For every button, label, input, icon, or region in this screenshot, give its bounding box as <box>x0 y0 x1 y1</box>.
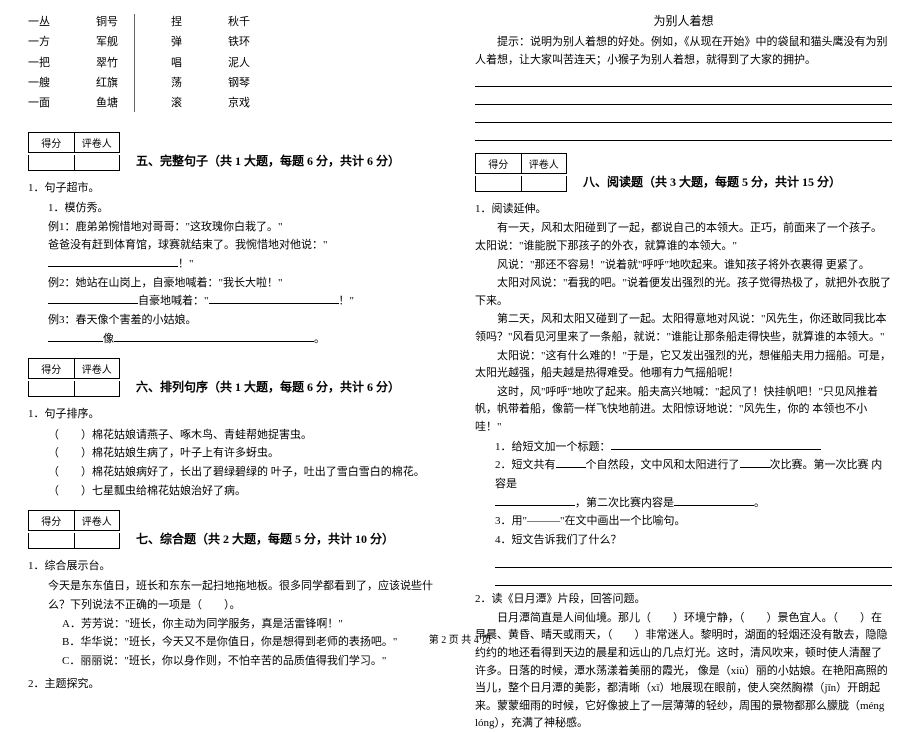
cell: 唱 <box>171 53 182 73</box>
cell: 鱼塘 <box>96 93 118 113</box>
score-box: 得分评卷人 <box>28 132 120 153</box>
cell: 秋千 <box>228 12 250 32</box>
subq: 1．给短文加一个标题： <box>495 438 892 457</box>
score-label: 得分 <box>29 359 75 378</box>
cell: 一艘 <box>28 73 50 93</box>
score-box: 得分评卷人 <box>475 153 567 174</box>
passage: 太阳对风说："看我的吧。"说着便发出强烈的光。孩子觉得热极了，就把外衣脱了下来。 <box>475 275 892 310</box>
passage: 这时，风"呼呼"地吹了起来。船夫高兴地喊："起风了！快挂帆吧！"只见风推着帆，帆… <box>475 384 892 437</box>
match-table: 一丛一方一把一艘一面 铜号军舰翠竹红旗鱼塘 捏弹唱荡滚 秋千铁环泥人钢琴京戏 <box>28 12 445 114</box>
question-num: 1．句子超市。 <box>28 179 445 197</box>
order-item: （ ）棉花姑娘生病了，叶子上有许多蚜虫。 <box>48 444 445 463</box>
example-line: 例1：鹿弟弟惋惜地对哥哥："这玫瑰你白栽了。" <box>48 218 445 237</box>
passage: 日月潭简直是人间仙境。那儿（ ）环境宁静，（ ）景色宜人。（ ）在早晨、黄昏、晴… <box>475 610 892 733</box>
subq: 2．短文共有个自然段，文中风和太阳进行了次比赛。第一次比赛 内容是 <box>495 456 892 493</box>
section-6: 得分评卷人 六、排列句序（共 1 大题，每题 6 分，共计 6 分） 1．句子排… <box>28 352 445 500</box>
cell: 弹 <box>171 32 182 52</box>
cell: 一把 <box>28 53 50 73</box>
order-item: （ ）棉花姑娘病好了，长出了碧绿碧绿的 叶子，吐出了雪白雪白的棉花。 <box>48 463 445 482</box>
section-title: 六、排列句序（共 1 大题，每题 6 分，共计 6 分） <box>136 378 400 395</box>
section-7: 得分评卷人 七、综合题（共 2 大题，每题 5 分，共计 10 分） 1．综合展… <box>28 504 445 693</box>
fill-line: 爸爸没有赶到体育馆，球赛就结束了。我惋惜地对他说："！" <box>48 236 445 273</box>
page-footer: 第 2 页 共 4 页 <box>0 631 920 646</box>
section-title: 五、完整句子（共 1 大题，每题 6 分，共计 6 分） <box>136 152 400 169</box>
divider <box>134 14 135 112</box>
right-column: 为别人着想 提示：说明为别人着想的好处。例如，《从现在开始》中的袋鼠和猫头鹰没有… <box>475 12 892 622</box>
write-line <box>475 127 892 141</box>
cell: 泥人 <box>228 53 250 73</box>
write-line <box>495 572 892 586</box>
option-c: C．丽丽说："班长，你以身作则，不怕辛苦的品质值得我们学习。" <box>62 652 445 671</box>
cell: 军舰 <box>96 32 118 52</box>
cell: 京戏 <box>228 93 250 113</box>
score-label: 得分 <box>476 154 522 173</box>
section-8: 得分评卷人 八、阅读题（共 3 大题，每题 5 分，共计 15 分） 1．阅读延… <box>475 147 892 585</box>
cell: 滚 <box>171 93 182 113</box>
question-num: 2．主题探究。 <box>28 675 445 693</box>
reviewer-label: 评卷人 <box>75 359 120 378</box>
essay-title: 为别人着想 <box>475 12 892 29</box>
question-num: 2．读《日月潭》片段，回答问题。 <box>475 590 892 608</box>
score-box: 得分评卷人 <box>28 510 120 531</box>
cell: 铁环 <box>228 32 250 52</box>
order-item: （ ）七星瓢虫给棉花姑娘治好了病。 <box>48 482 445 501</box>
question-num: 1．综合展示台。 <box>28 557 445 575</box>
fill-line: 自豪地喊着："！" <box>48 292 445 311</box>
question-num: 1．阅读延伸。 <box>475 200 892 218</box>
score-box-row <box>28 381 120 397</box>
example-line: 例3：春天像个害羞的小姑娘。 <box>48 311 445 330</box>
reviewer-label: 评卷人 <box>75 511 120 530</box>
passage: 有一天，风和太阳碰到了一起，都说自己的本领大。正巧，前面来了一个孩子。太阳说："… <box>475 220 892 255</box>
section-title: 八、阅读题（共 3 大题，每题 5 分，共计 15 分） <box>583 173 841 190</box>
cell: 捏 <box>171 12 182 32</box>
example-line: 例2：她站在山岗上，自豪地喊着："我长大啦！" <box>48 274 445 293</box>
passage: 风说："那还不容易！"说着就"呼呼"地吹起来。谁知孩子将外衣裹得 更紧了。 <box>475 257 892 275</box>
write-line <box>475 91 892 105</box>
subq: 3．用"———"在文中画出一个比喻句。 <box>495 512 892 531</box>
section-title: 七、综合题（共 2 大题，每题 5 分，共计 10 分） <box>136 530 394 547</box>
subq: 1．模仿秀。 <box>48 199 445 218</box>
question-num: 1．句子排序。 <box>28 405 445 423</box>
subq: 4．短文告诉我们了什么？ <box>495 531 892 550</box>
cell: 红旗 <box>96 73 118 93</box>
left-column: 一丛一方一把一艘一面 铜号军舰翠竹红旗鱼塘 捏弹唱荡滚 秋千铁环泥人钢琴京戏 得… <box>28 12 445 622</box>
score-label: 得分 <box>29 511 75 530</box>
write-line <box>475 73 892 87</box>
score-box-row <box>28 533 120 549</box>
intro: 今天是东东值日，班长和东东一起扫地拖地板。很多同学都看到了，应该说些什么？下列说… <box>48 577 445 614</box>
fill-line: 像。 <box>48 330 445 349</box>
score-box-row <box>28 155 120 171</box>
cell: 铜号 <box>96 12 118 32</box>
subq: ，第二次比赛内容是。 <box>495 494 892 513</box>
passage: 第二天，风和太阳又碰到了一起。太阳得意地对风说："风先生，你还敢同我比本领吗？"… <box>475 311 892 346</box>
hint: 提示：说明为别人着想的好处。例如，《从现在开始》中的袋鼠和猫头鹰没有为别人着想，… <box>475 33 892 69</box>
score-box-row <box>475 176 567 192</box>
passage: 太阳说："这有什么难的！"于是，它又发出强烈的光，想催船夫用力摇船。可是，太阳光… <box>475 348 892 383</box>
cell: 荡 <box>171 73 182 93</box>
cell: 一方 <box>28 32 50 52</box>
section-5: 得分评卷人 五、完整句子（共 1 大题，每题 6 分，共计 6 分） 1．句子超… <box>28 126 445 349</box>
cell: 一面 <box>28 93 50 113</box>
reviewer-label: 评卷人 <box>522 154 567 173</box>
write-line <box>475 109 892 123</box>
order-item: （ ）棉花姑娘请燕子、啄木鸟、青蛙帮她捉害虫。 <box>48 426 445 445</box>
reviewer-label: 评卷人 <box>75 133 120 152</box>
write-line <box>495 554 892 568</box>
score-label: 得分 <box>29 133 75 152</box>
cell: 钢琴 <box>228 73 250 93</box>
cell: 翠竹 <box>96 53 118 73</box>
score-box: 得分评卷人 <box>28 358 120 379</box>
cell: 一丛 <box>28 12 50 32</box>
